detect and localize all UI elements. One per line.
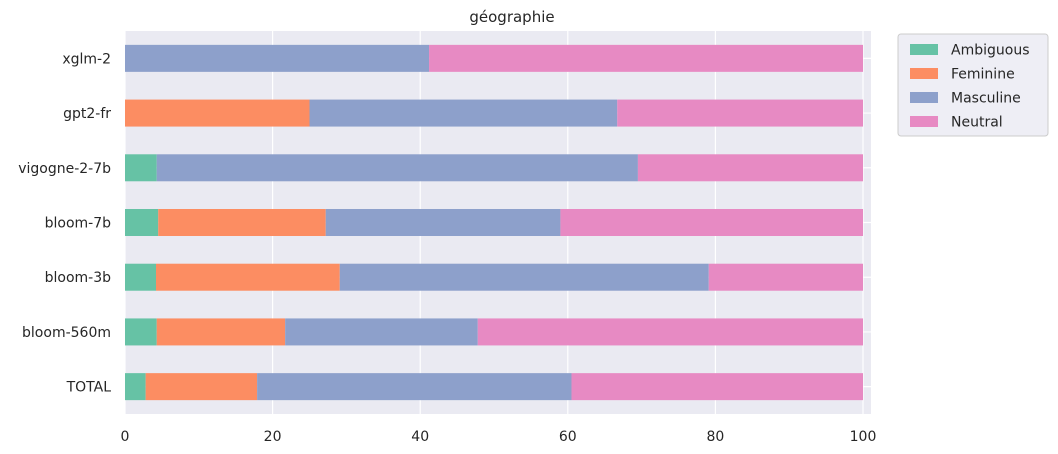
bar-feminine-bloom-7b [158, 209, 326, 236]
x-tick-label: 20 [264, 429, 282, 445]
bar-masculine-xglm-2 [125, 44, 430, 72]
chart-title: géographie [469, 8, 554, 26]
bar-ambiguous-total [125, 373, 146, 401]
x-tick-label: 40 [411, 429, 429, 445]
y-tick-label: bloom-560m [22, 325, 111, 341]
bar-masculine-bloom-560m [285, 318, 478, 346]
y-tick-label: vigogne-2-7b [18, 161, 111, 177]
bar-ambiguous-bloom-560m [125, 318, 157, 346]
bar-neutral-xglm-2 [429, 44, 863, 72]
y-tick-label: gpt2-fr [63, 106, 111, 122]
bar-neutral-bloom-560m [477, 318, 863, 346]
bar-masculine-total [257, 373, 572, 401]
bar-neutral-total [571, 373, 863, 401]
legend-frame [897, 33, 1049, 137]
legend-swatch-masculine [910, 92, 938, 103]
legend-swatch-ambiguous [910, 44, 938, 55]
y-tick-label: bloom-7b [45, 216, 112, 232]
bar-feminine-gpt2-fr [125, 99, 310, 127]
legend-label-ambiguous: Ambiguous [951, 43, 1029, 59]
bar-masculine-bloom-3b [339, 263, 709, 291]
bar-masculine-gpt2-fr [309, 99, 618, 127]
legend-label-masculine: Masculine [951, 91, 1021, 107]
x-tick-label: 100 [850, 429, 877, 445]
bar-ambiguous-vigogne-2-7b [125, 154, 157, 182]
bar-neutral-bloom-7b [560, 209, 863, 236]
x-tick-label: 80 [706, 429, 724, 445]
legend-swatch-neutral [910, 116, 938, 127]
legend-swatch-feminine [910, 68, 938, 79]
y-tick-label: TOTAL [66, 380, 112, 396]
bar-ambiguous-bloom-7b [125, 209, 159, 236]
bar-neutral-bloom-3b [708, 263, 863, 291]
bar-masculine-vigogne-2-7b [156, 154, 638, 182]
y-tick-label: xglm-2 [62, 51, 111, 67]
bar-ambiguous-bloom-3b [125, 263, 156, 291]
y-tick-labels: xglm-2 gpt2-fr vigogne-2-7b bloom-7b bloom-3… [18, 51, 111, 395]
x-tick-labels: 0 20 40 60 80 100 [121, 429, 877, 445]
bar-masculine-bloom-7b [325, 209, 561, 236]
legend-label-feminine: Feminine [951, 67, 1015, 83]
bar-feminine-bloom-560m [156, 318, 286, 346]
bar-neutral-vigogne-2-7b [637, 154, 863, 182]
legend-label-neutral: Neutral [951, 115, 1003, 131]
bar-neutral-gpt2-fr [617, 99, 863, 127]
bar-feminine-total [145, 373, 258, 401]
x-tick-label: 0 [121, 429, 130, 445]
y-tick-label: bloom-3b [45, 270, 112, 286]
bar-feminine-bloom-3b [155, 263, 340, 291]
legend: Ambiguous Feminine Masculine Neutral [897, 33, 1049, 137]
bars [125, 44, 863, 401]
x-tick-label: 60 [559, 429, 577, 445]
